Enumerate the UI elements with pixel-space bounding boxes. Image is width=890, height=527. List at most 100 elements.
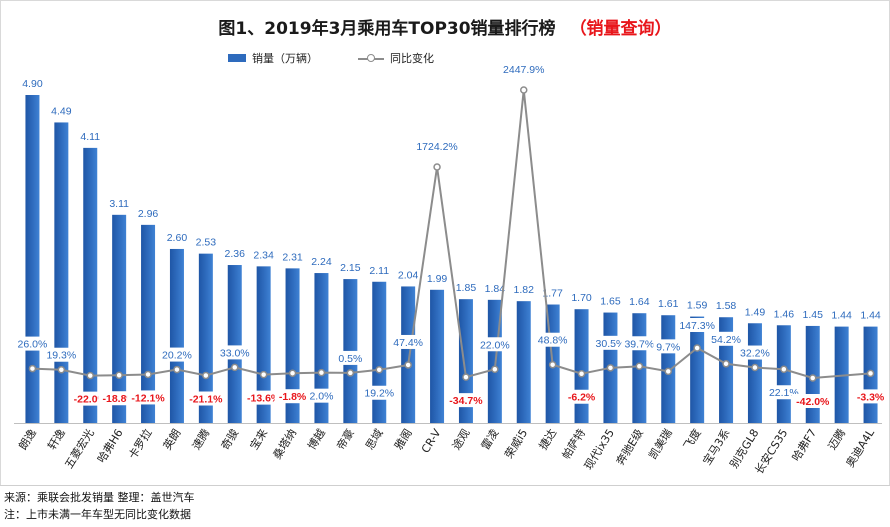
yoy-label-bg [852,389,889,404]
yoy-value-label: 30.5% [596,338,626,350]
yoy-value-label: -6.2% [568,392,596,404]
bar-value-label: 2.04 [398,269,419,281]
bar-8 [227,265,242,423]
footnotes: 来源：乘联会批发销量 整理：盖世汽车 注：上市未满一年车型无同比变化数据 [4,489,195,523]
yoy-point-24 [693,344,701,352]
bar-24 [690,316,705,423]
bar-value-label: 2.60 [167,232,188,244]
bar-value-label: 2.53 [196,237,217,249]
yoy-point-13 [375,365,383,374]
yoy-label-bg [306,388,337,403]
yoy-label-bg [563,389,600,404]
x-tick-label: 奥迪A4L [843,425,878,469]
yoy-point-10 [288,369,297,377]
yoy-label-bg [592,335,629,350]
yoy-point-21 [606,364,615,372]
x-tick-label: 朗逸 [16,427,39,453]
yoy-point-8 [231,363,239,372]
bar-1 [25,95,40,423]
x-tick-label: 雷凌 [478,426,502,452]
yoy-point-9 [259,370,268,379]
x-tick-label: 凯美瑞 [645,426,674,461]
bar-value-label: 1.77 [542,288,563,300]
bar-value-label: 1.44 [831,310,852,322]
source-note: 来源：乘联会批发销量 整理：盖世汽车 [4,491,195,504]
bar-value-label: 1.61 [658,298,679,310]
bar-26 [747,323,762,423]
yoy-value-label: 9.7% [656,341,680,353]
legend-item-sales: 销量（万辆） [228,50,318,66]
yoy-value-label: 147.3% [679,320,715,332]
yoy-label-bg [274,389,311,404]
yoy-value-label: -21.1% [189,394,223,406]
bar-10 [285,268,300,423]
yoy-label-bg [621,336,658,351]
legend-bar-swatch [228,54,246,62]
x-tick-label: 捷达 [536,426,560,452]
yoy-point-14 [404,361,412,369]
chart-legend: 销量（万辆） 同比变化 [228,50,474,66]
yoy-value-label: -42.0% [796,396,830,408]
yoy-point-11 [317,368,326,377]
x-tick-label: 哈弗F7 [789,426,820,463]
x-tick-label: 卡罗拉 [125,426,154,461]
yoy-value-label: 33.0% [220,347,250,359]
bar-value-label: 1.64 [629,296,650,308]
title-query-link[interactable]: （销量查询） [569,19,672,39]
yoy-point-27 [780,365,788,373]
x-tick-label: 速腾 [189,426,213,452]
x-tick-label: 奇骏 [218,426,242,452]
bar-value-label: 2.24 [311,256,332,268]
title-main: 图1、2019年3月乘用车TOP30销量排行榜 [218,19,556,39]
divider [0,485,890,486]
yoy-label-bg [184,391,227,406]
bar-16 [458,299,473,423]
yoy-label-bg [736,345,773,360]
legend-yoy-label: 同比变化 [390,52,434,65]
yoy-value-label: 48.8% [538,335,568,347]
bar-value-label: 2.96 [138,208,159,220]
bar-3 [83,147,98,423]
x-tick-label: 五菱宏光 [62,426,97,471]
yoy-label-bg [676,318,719,332]
bar-15 [430,289,445,423]
bar-value-label: 4.11 [80,131,100,143]
yoy-point-28 [809,374,817,382]
yoy-point-4 [115,371,123,379]
yoy-label-bg [476,337,513,352]
bar-value-label: 1.85 [456,282,477,294]
x-tick-label: 宝马3系 [700,426,733,467]
yoy-value-label: 0.5% [338,353,362,365]
bar-value-label: 2.36 [225,248,246,260]
yoy-point-16 [462,373,470,381]
bar-value-label: 2.31 [282,251,303,263]
bar-value-label: 4.49 [51,105,72,117]
x-tick-label: 荣威i5 [502,427,530,461]
yoy-value-label: -13.6% [247,393,281,405]
yoy-point-2 [57,365,66,374]
yoy-label-bg [361,385,398,400]
yoy-point-18 [520,86,528,94]
legend-line-swatch [358,53,384,63]
yoy-value-label: -1.8% [279,391,307,403]
x-tick-label: 宝来 [247,426,271,452]
yoy-value-label: -12.1% [131,392,165,404]
yoy-point-25 [722,360,730,368]
yoy-value-label: 19.3% [46,350,76,362]
x-tick-label: 奔驰E级 [613,426,646,467]
x-tick-label: 轩逸 [44,426,68,452]
bar-14 [401,286,416,423]
bar-value-label: 1.45 [803,309,824,321]
yoy-value-label: 19.2% [364,388,394,400]
yoy-label-bg [499,62,548,76]
bar-value-label: 2.11 [369,265,389,277]
bar-value-label: 1.58 [716,300,737,312]
yoy-value-label: 2.0% [309,391,333,403]
bar-11 [314,273,329,423]
yoy-point-30 [866,369,875,378]
bar-13 [372,281,387,423]
bar-value-label: 1.99 [427,273,448,285]
bar-value-label: 1.82 [514,284,535,296]
yoy-label-bg [653,339,684,354]
yoy-point-1 [28,364,37,373]
